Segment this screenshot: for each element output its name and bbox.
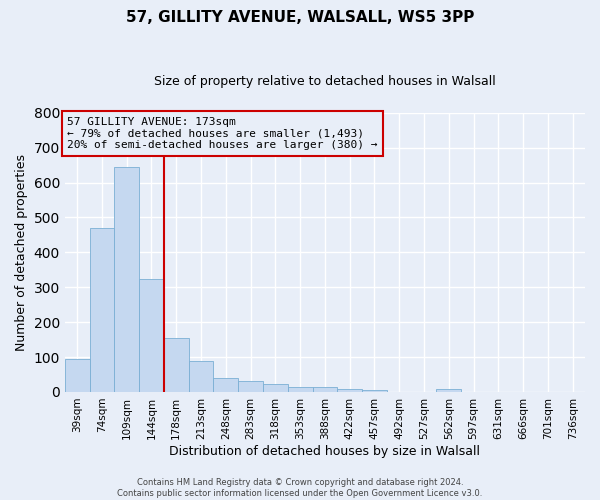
Bar bbox=[164, 338, 188, 392]
Bar bbox=[188, 360, 214, 392]
Bar bbox=[313, 387, 337, 392]
Y-axis label: Number of detached properties: Number of detached properties bbox=[15, 154, 28, 351]
Text: Contains HM Land Registry data © Crown copyright and database right 2024.
Contai: Contains HM Land Registry data © Crown c… bbox=[118, 478, 482, 498]
Text: 57, GILLITY AVENUE, WALSALL, WS5 3PP: 57, GILLITY AVENUE, WALSALL, WS5 3PP bbox=[126, 10, 474, 25]
Bar bbox=[337, 389, 362, 392]
Bar bbox=[263, 384, 288, 392]
Bar bbox=[362, 390, 387, 392]
Bar bbox=[214, 378, 238, 392]
Text: 57 GILLITY AVENUE: 173sqm
← 79% of detached houses are smaller (1,493)
20% of se: 57 GILLITY AVENUE: 173sqm ← 79% of detac… bbox=[67, 117, 378, 150]
Bar bbox=[89, 228, 115, 392]
Bar bbox=[238, 382, 263, 392]
Bar bbox=[115, 167, 139, 392]
Title: Size of property relative to detached houses in Walsall: Size of property relative to detached ho… bbox=[154, 75, 496, 88]
Bar bbox=[139, 278, 164, 392]
Bar bbox=[65, 359, 89, 392]
X-axis label: Distribution of detached houses by size in Walsall: Distribution of detached houses by size … bbox=[169, 444, 481, 458]
Bar bbox=[436, 389, 461, 392]
Bar bbox=[288, 386, 313, 392]
